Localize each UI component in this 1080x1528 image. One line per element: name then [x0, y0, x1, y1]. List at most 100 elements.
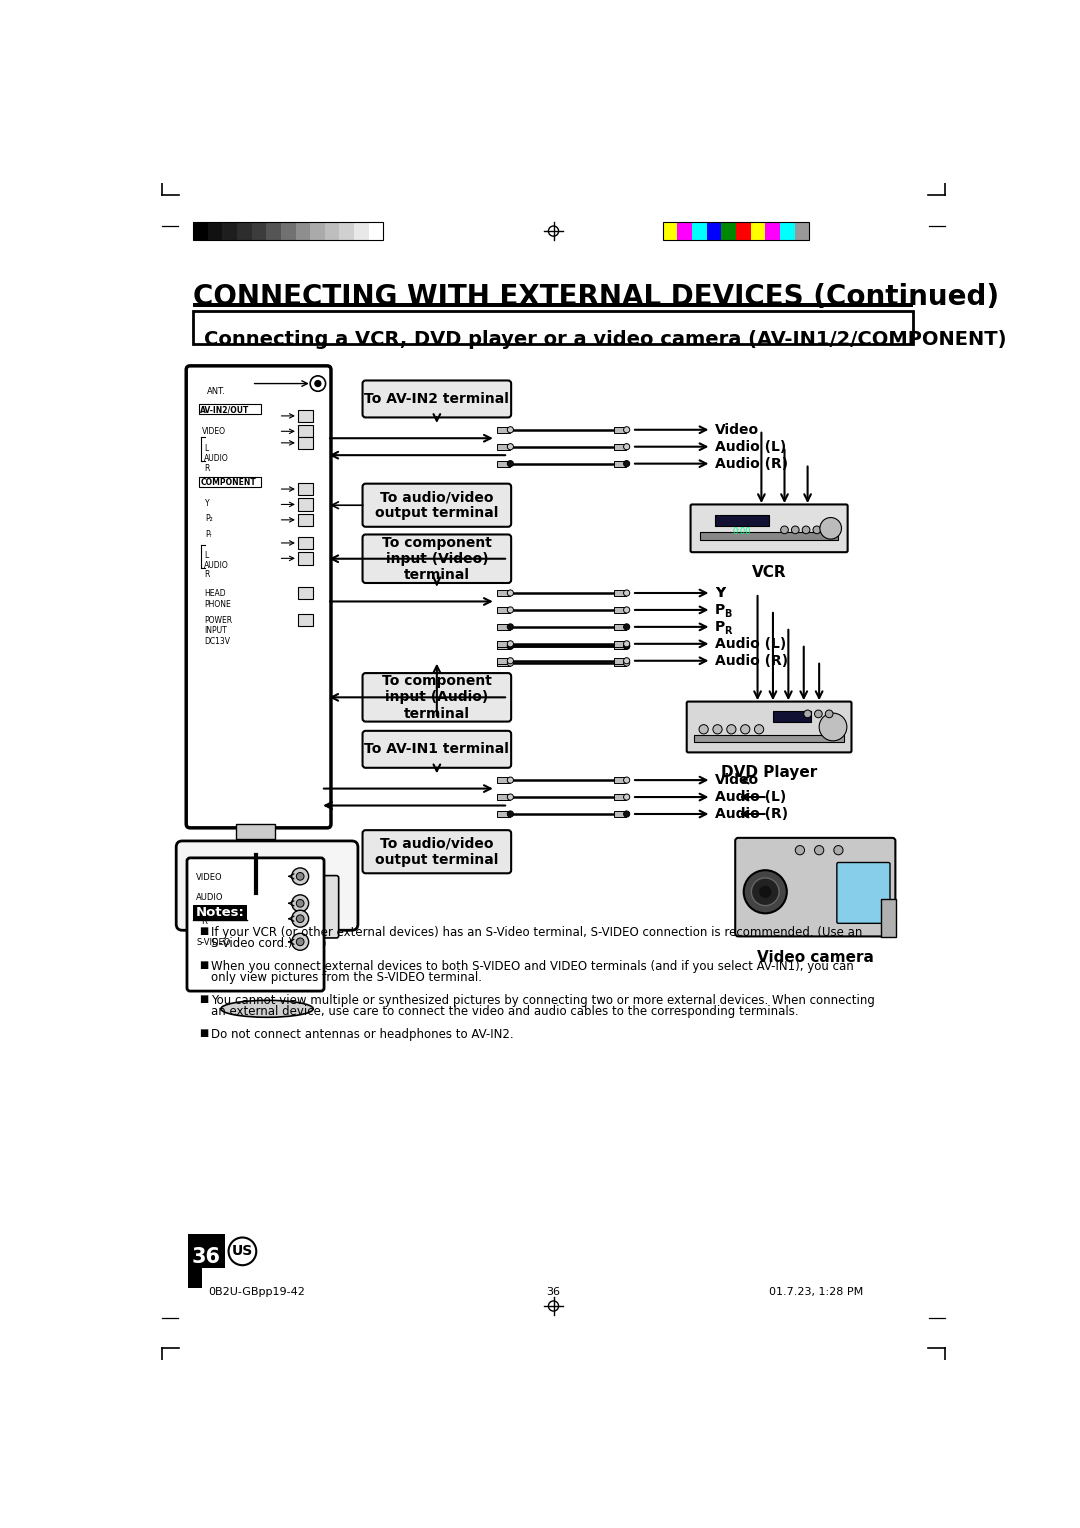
Bar [237, 824, 274, 839]
Bar [663, 222, 809, 240]
Circle shape [802, 526, 810, 533]
Text: 0:00: 0:00 [733, 527, 752, 536]
Circle shape [229, 1238, 256, 1265]
Bar [298, 513, 313, 526]
Text: AUDIO: AUDIO [197, 894, 224, 903]
Bar [281, 222, 296, 240]
Circle shape [508, 660, 513, 666]
Bar [497, 643, 510, 649]
Text: Notes:: Notes: [197, 906, 245, 920]
Circle shape [229, 935, 244, 950]
Text: VIDEO: VIDEO [197, 874, 222, 882]
Circle shape [508, 590, 513, 596]
Text: Y: Y [715, 587, 726, 601]
Text: To component
input (Video)
terminal: To component input (Video) terminal [382, 535, 491, 582]
Bar [222, 222, 237, 240]
Text: When you connect external devices to both S-VIDEO and VIDEO terminals (and if yo: When you connect external devices to bot… [211, 960, 853, 973]
Text: To AV-IN2 terminal: To AV-IN2 terminal [364, 393, 510, 406]
Bar [497, 607, 510, 613]
Bar [497, 657, 510, 663]
FancyBboxPatch shape [363, 830, 511, 874]
Text: Do not connect antennas or headphones to AV-IN2.: Do not connect antennas or headphones to… [211, 1028, 513, 1041]
Text: DVD Player: DVD Player [721, 764, 818, 779]
Text: Y: Y [715, 587, 726, 601]
Text: Connecting a VCR, DVD player or a video camera (AV-IN1/2/COMPONENT): Connecting a VCR, DVD player or a video … [204, 330, 1007, 350]
Circle shape [623, 660, 630, 666]
Bar [188, 1235, 225, 1268]
Text: B: B [725, 608, 732, 619]
Text: ANT.: ANT. [207, 387, 226, 396]
FancyBboxPatch shape [363, 484, 511, 527]
Bar [368, 222, 383, 240]
Circle shape [713, 724, 723, 733]
Circle shape [292, 911, 309, 927]
Bar [613, 778, 626, 784]
Bar [795, 222, 809, 240]
Text: AUDIO: AUDIO [204, 561, 229, 570]
Bar [229, 943, 251, 958]
Circle shape [819, 714, 847, 741]
Text: 36: 36 [546, 1287, 561, 1297]
Circle shape [623, 657, 630, 663]
Bar [715, 515, 769, 526]
Circle shape [623, 643, 630, 649]
Bar [298, 587, 313, 599]
Text: ■: ■ [200, 1028, 208, 1038]
Bar [207, 222, 222, 240]
Bar [613, 660, 626, 666]
Bar [298, 552, 313, 564]
Bar [298, 536, 313, 549]
Bar [193, 222, 383, 240]
Bar [309, 969, 323, 973]
Text: P: P [715, 604, 726, 617]
Text: L: L [204, 552, 208, 561]
Bar [613, 623, 626, 630]
Bar [267, 222, 281, 240]
Circle shape [292, 895, 309, 912]
Text: 01.7.23, 1:28 PM: 01.7.23, 1:28 PM [769, 1287, 863, 1297]
Text: Audio (R): Audio (R) [715, 457, 788, 471]
Text: R: R [201, 917, 206, 926]
Circle shape [834, 845, 843, 854]
Bar [497, 590, 510, 596]
Circle shape [296, 915, 305, 923]
Text: AUDIO: AUDIO [204, 454, 229, 463]
Circle shape [314, 380, 321, 387]
Circle shape [795, 845, 805, 854]
Circle shape [623, 811, 630, 817]
Text: S-video cord.): S-video cord.) [211, 937, 293, 950]
Bar [497, 426, 510, 432]
Circle shape [814, 711, 822, 718]
Ellipse shape [220, 1001, 313, 1018]
Bar [613, 640, 626, 646]
Circle shape [792, 526, 799, 533]
Circle shape [292, 868, 309, 885]
Bar [497, 778, 510, 784]
Text: To audio/video
output terminal: To audio/video output terminal [375, 490, 499, 521]
Bar [193, 312, 913, 344]
FancyBboxPatch shape [363, 535, 511, 584]
Text: P₂: P₂ [205, 515, 213, 524]
Circle shape [508, 640, 513, 646]
Bar [613, 643, 626, 649]
Text: Video: Video [715, 773, 759, 787]
Text: S-VIDEO: S-VIDEO [197, 938, 231, 947]
Circle shape [623, 590, 630, 596]
FancyBboxPatch shape [176, 840, 357, 931]
Circle shape [256, 935, 271, 950]
Circle shape [781, 526, 788, 533]
Circle shape [824, 526, 832, 533]
FancyBboxPatch shape [837, 862, 890, 923]
Bar [193, 222, 207, 240]
Circle shape [296, 872, 305, 880]
FancyBboxPatch shape [690, 504, 848, 552]
Bar [706, 222, 721, 240]
Text: Audio (R): Audio (R) [715, 807, 788, 821]
Bar [751, 222, 766, 240]
Circle shape [508, 623, 513, 630]
Bar [663, 222, 677, 240]
Circle shape [623, 623, 630, 630]
Text: an external device, use care to connect the video and audio cables to the corres: an external device, use care to connect … [211, 1005, 798, 1018]
Bar [613, 443, 626, 449]
Bar [721, 222, 735, 240]
